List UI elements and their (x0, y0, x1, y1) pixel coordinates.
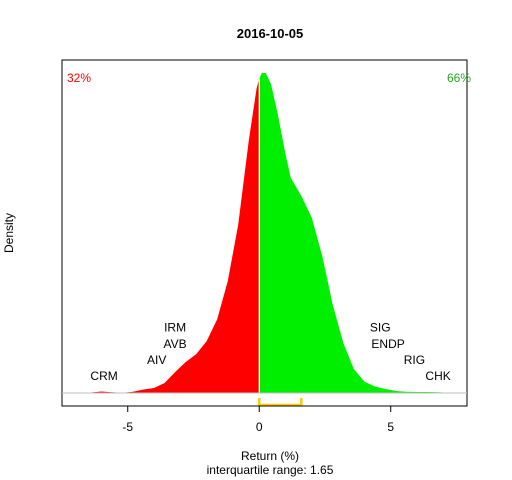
stock-label-crm: CRM (90, 369, 117, 383)
right-percentage-label: 66% (447, 71, 471, 85)
x-tick-label: 5 (387, 420, 394, 434)
y-axis-label: Density (2, 213, 16, 253)
stock-label-rig: RIG (404, 353, 425, 367)
stock-label-chk: CHK (425, 369, 450, 383)
x-tick-label: -5 (122, 420, 133, 434)
stock-label-irm: IRM (164, 320, 186, 334)
negative-returns-area (88, 78, 260, 393)
x-axis-label: Return (%) (241, 449, 299, 463)
stock-label-avb: AVB (164, 337, 187, 351)
left-percentage-label: 32% (67, 71, 91, 85)
iqr-caption: interquartile range: 1.65 (207, 463, 334, 477)
x-tick-label: 0 (256, 420, 263, 434)
positive-returns-area (259, 73, 449, 393)
iqr-bracket (257, 398, 303, 407)
chart-title: 2016-10-05 (237, 26, 304, 41)
x-axis: -5 0 5 (122, 405, 394, 434)
stock-label-sig: SIG (370, 320, 391, 334)
stock-label-endp: ENDP (371, 337, 404, 351)
stock-label-aiv: AIV (147, 353, 166, 367)
